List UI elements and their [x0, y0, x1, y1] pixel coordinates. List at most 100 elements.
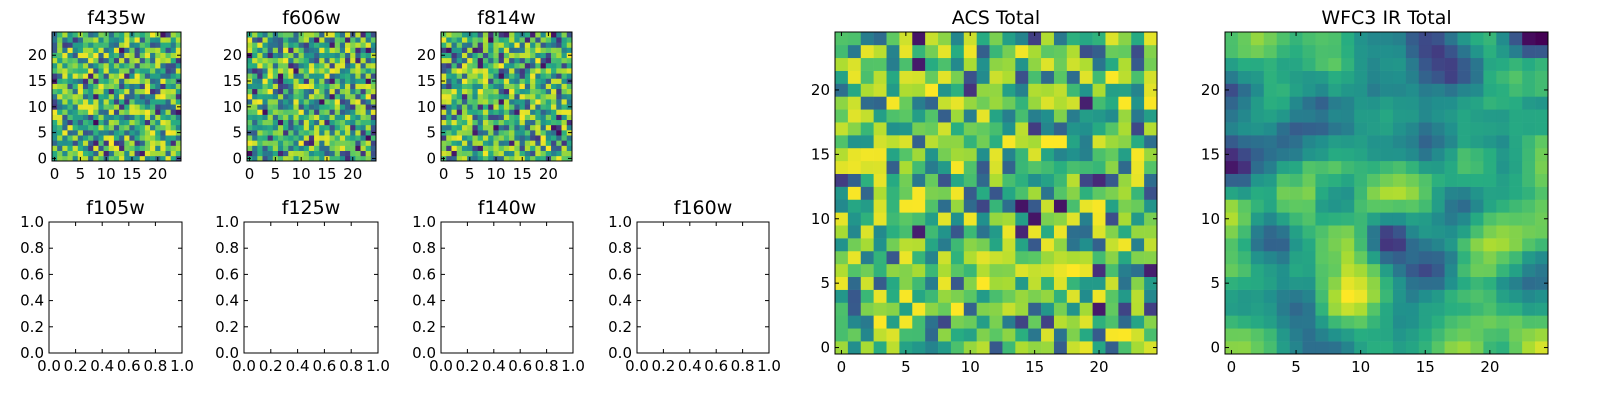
heatmap-cell-acs-total-8-22 [1118, 238, 1132, 252]
heatmap-cell-f606w-10-13 [314, 104, 320, 110]
heatmap-cell-wfc3-ir-total-11-9 [1341, 199, 1355, 213]
heatmap-cell-f606w-10-9 [293, 104, 299, 110]
heatmap-cell-acs-total-20-4 [886, 83, 900, 97]
heatmap-cell-acs-total-14-18 [1066, 160, 1081, 174]
heatmap-cell-f606w-17-19 [345, 68, 351, 74]
heatmap-cell-f606w-2-4 [267, 145, 274, 151]
heatmap-cell-f606w-18-21 [355, 62, 361, 69]
heatmap-cell-f435w-20-13 [119, 52, 125, 59]
heatmap-cell-wfc3-ir-total-3-21 [1496, 302, 1510, 316]
heatmap-cell-f435w-23-13 [119, 37, 125, 43]
heatmap-cell-wfc3-ir-total-24-18 [1457, 32, 1471, 46]
heatmap-cell-acs-total-11-24 [1144, 199, 1158, 213]
heatmap-cell-wfc3-ir-total-2-19 [1470, 315, 1484, 329]
heatmap-cell-f606w-10-1 [252, 104, 258, 110]
heatmap-cell-f435w-9-18 [144, 109, 151, 115]
heatmap-cell-f814w-6-10 [493, 124, 499, 131]
heatmap-cell-acs-total-8-15 [1028, 238, 1042, 252]
heatmap-cell-acs-total-4-2 [860, 289, 874, 303]
heatmap-cell-f814w-8-6 [472, 114, 478, 121]
heatmap-cell-wfc3-ir-total-19-3 [1263, 96, 1277, 110]
heatmap-cell-acs-total-6-15 [1028, 263, 1042, 278]
heatmap-cell-f606w-7-18 [339, 119, 346, 126]
heatmap-cell-f814w-10-2 [451, 104, 458, 110]
heatmap-cell-f435w-14-24 [175, 83, 182, 90]
heatmap-cell-f606w-16-16 [329, 73, 336, 79]
heatmap-cell-wfc3-ir-total-0-1 [1237, 341, 1252, 355]
heatmap-cell-f814w-17-6 [472, 68, 478, 74]
heatmap-cell-f606w-13-18 [339, 88, 346, 95]
heatmap-cell-f814w-7-13 [509, 119, 515, 126]
heatmap-cell-f435w-15-9 [98, 78, 104, 84]
heatmap-cell-f814w-17-19 [540, 68, 547, 74]
x-tick-label: 0.0 [37, 357, 61, 375]
heatmap-cell-acs-total-2-12 [989, 315, 1003, 329]
x-tick-label: 0 [439, 165, 449, 183]
heatmap-cell-wfc3-ir-total-17-18 [1457, 122, 1471, 136]
heatmap-cell-wfc3-ir-total-8-6 [1302, 238, 1316, 252]
heatmap-cell-f435w-17-15 [129, 68, 135, 74]
heatmap-cell-wfc3-ir-total-12-21 [1496, 186, 1510, 200]
heatmap-cell-f814w-6-23 [561, 124, 568, 131]
heatmap-cell-f606w-12-18 [339, 93, 346, 100]
heatmap-cell-f606w-4-16 [329, 135, 336, 141]
heatmap-cell-wfc3-ir-total-6-11 [1367, 263, 1381, 278]
heatmap-cell-f606w-12-4 [267, 93, 274, 100]
heatmap-cell-f814w-17-24 [566, 68, 573, 74]
heatmap-cell-f606w-8-4 [267, 114, 274, 121]
heatmap-cell-f814w-8-12 [503, 114, 510, 121]
x-tick-label: 15 [317, 165, 336, 183]
heatmap-cell-f814w-16-8 [482, 73, 489, 79]
heatmap-cell-wfc3-ir-total-23-3 [1263, 44, 1277, 59]
heatmap-cell-acs-total-1-23 [1131, 328, 1145, 342]
y-tick-label: 0.2 [608, 318, 632, 336]
heatmap-cell-f435w-24-7 [88, 32, 94, 38]
heatmap-cell-wfc3-ir-total-7-19 [1470, 250, 1484, 265]
heatmap-cell-f435w-4-14 [124, 135, 130, 141]
heatmap-cell-wfc3-ir-total-18-3 [1263, 109, 1277, 123]
heatmap-cell-wfc3-ir-total-22-11 [1367, 57, 1381, 71]
heatmap-cell-f814w-7-22 [556, 119, 562, 126]
heatmap-cell-f814w-0-12 [503, 155, 510, 162]
heatmap-cell-wfc3-ir-total-20-6 [1302, 83, 1316, 97]
heatmap-cell-f606w-16-17 [334, 73, 341, 79]
heatmap-cell-f814w-12-8 [482, 93, 489, 100]
heatmap-cell-wfc3-ir-total-3-14 [1405, 302, 1420, 316]
heatmap-cell-f814w-19-2 [451, 57, 458, 64]
heatmap-cell-f435w-2-13 [119, 145, 125, 151]
heatmap-cell-f435w-14-10 [103, 83, 110, 90]
heatmap-cell-f435w-16-19 [150, 73, 156, 79]
heatmap-cell-f435w-21-0 [52, 47, 58, 53]
heatmap-cell-f606w-9-13 [314, 109, 320, 115]
heatmap-cell-f606w-17-14 [319, 68, 325, 74]
heatmap-cell-wfc3-ir-total-18-4 [1276, 109, 1290, 123]
heatmap-cell-wfc3-ir-total-21-20 [1483, 70, 1497, 84]
heatmap-cell-acs-total-23-13 [1002, 44, 1016, 59]
heatmap-cell-wfc3-ir-total-13-16 [1431, 173, 1445, 187]
heatmap-cell-f435w-17-3 [67, 68, 73, 74]
heatmap-cell-f814w-10-5 [467, 104, 473, 110]
heatmap-cell-f606w-11-24 [370, 99, 377, 105]
heatmap-cell-wfc3-ir-total-20-2 [1250, 83, 1265, 97]
heatmap-cell-acs-total-17-2 [860, 122, 874, 136]
heatmap-cell-f814w-12-6 [472, 93, 478, 100]
heatmap-cell-wfc3-ir-total-17-12 [1380, 122, 1394, 136]
heatmap-cell-f435w-21-18 [144, 47, 151, 53]
heatmap-cell-f435w-21-10 [103, 47, 110, 53]
heatmap-cell-f606w-20-16 [329, 52, 336, 59]
heatmap-cell-acs-total-21-16 [1041, 70, 1055, 84]
heatmap-cell-wfc3-ir-total-4-14 [1405, 289, 1420, 303]
heatmap-cell-f606w-13-12 [308, 88, 315, 95]
heatmap-cell-f814w-4-23 [561, 135, 568, 141]
heatmap-cell-f814w-21-4 [461, 47, 468, 53]
heatmap-cell-acs-total-15-1 [847, 147, 862, 162]
y-tick-label: 15 [417, 72, 436, 90]
heatmap-cell-f606w-12-9 [293, 93, 299, 100]
heatmap-cell-f435w-2-20 [155, 145, 161, 151]
heatmap-cell-f435w-12-4 [72, 93, 79, 100]
heatmap-cell-wfc3-ir-total-22-24 [1535, 57, 1549, 71]
heatmap-cell-f606w-4-21 [355, 135, 361, 141]
heatmap-cell-f435w-14-0 [52, 83, 58, 90]
heatmap-cell-f814w-8-17 [530, 114, 536, 121]
